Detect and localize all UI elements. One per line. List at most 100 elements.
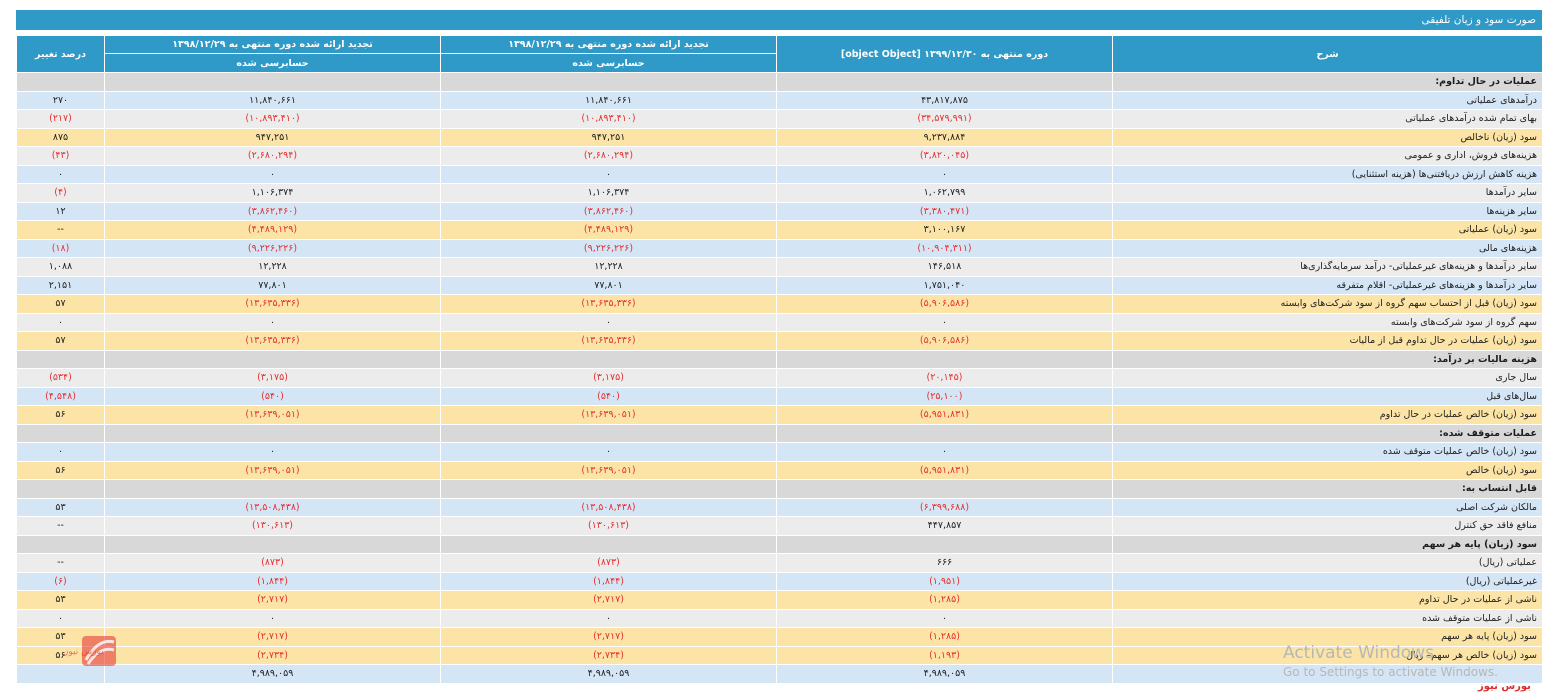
value-restated-2: (۳,۸۶۲,۴۶۰) [104, 201, 441, 221]
value-current: (۳,۳۸۰,۴۷۱) [776, 201, 1113, 221]
value-restated-1: ۱۲,۲۲۸ [440, 257, 777, 277]
cell-empty [104, 479, 441, 499]
value-change-percent: (۴,۵۴۸) [16, 386, 105, 406]
value-change-percent: -- [16, 553, 105, 573]
cell-empty [104, 349, 441, 369]
value-current: (۵,۹۰۶,۵۸۶) [776, 294, 1113, 314]
row-label: ناشی از عملیات در حال تداوم [1112, 590, 1543, 610]
value-restated-1: (۲,۷۳۴) [440, 645, 777, 665]
header-audited-2: حسابرسی شده [104, 53, 441, 73]
table-row: سایر درآمدها ۱,۰۶۲,۷۹۹ ۱,۱۰۶,۳۷۴ ۱,۱۰۶,۳۷۴(… [16, 183, 1543, 203]
value-change-percent [16, 664, 105, 684]
value-restated-1: (۱۳,۶۳۵,۳۳۶) [440, 331, 777, 351]
value-change-percent: (۵۳۴) [16, 368, 105, 388]
value-current: ۰ [776, 312, 1113, 332]
activate-title: Activate Windows [1283, 643, 1434, 663]
value-restated-2: (۱۳۰,۶۱۳) [104, 516, 441, 536]
header-row: شرح دوره منتهی به ۱۳۹۹/۱۲/۳۰ [object Obj… [16, 35, 1543, 73]
row-label: سود (زیان) خالص هر سهم– ریال [1112, 645, 1543, 665]
page-title: صورت سود و زیان تلفیقی [1421, 14, 1536, 26]
table-body: عملیات در حال تداوم: درآمدهای عملیاتی ۴۳,۸… [16, 72, 1543, 684]
value-current: (۵,۹۵۱,۸۳۱) [776, 460, 1113, 480]
table-row: سود (زیان) خالص عملیات در حال تداوم (۵,۹۵… [16, 405, 1543, 425]
value-restated-1: (۵۴۰) [440, 386, 777, 406]
value-restated-2: (۲,۷۱۷) [104, 627, 441, 647]
value-restated-2: (۱۳,۶۳۵,۳۳۶) [104, 331, 441, 351]
value-restated-2: (۵۴۰) [104, 386, 441, 406]
header-period-restated-1[interactable]: تجدید ارائه شده دوره منتهی به ۱۳۹۸/۱۲/۲۹ [440, 35, 777, 54]
cell-empty [16, 479, 105, 499]
value-current: (۲۰,۱۴۵) [776, 368, 1113, 388]
row-label: هزینه کاهش ارزش دریافتنی‌ها (هزینه استثن… [1112, 164, 1543, 184]
value-restated-1: ۴,۹۸۹,۰۵۹ [440, 664, 777, 684]
bourse-news-logo-icon: بورس نیوز [63, 636, 116, 666]
cell-empty [16, 534, 105, 554]
value-current: ۰ [776, 442, 1113, 462]
value-change-percent: -- [16, 220, 105, 240]
value-restated-1: (۱۳,۵۰۸,۴۳۸) [440, 497, 777, 517]
value-current: ۱,۷۵۱,۰۴۰ [776, 275, 1113, 295]
value-change-percent: (۴۳) [16, 146, 105, 166]
value-restated-2: (۲,۷۳۴) [104, 645, 441, 665]
value-current: ۰ [776, 608, 1113, 628]
row-label: سود (زیان) خالص عملیات متوقف شده [1112, 442, 1543, 462]
row-label: غیرعملیاتی (ریال) [1112, 571, 1543, 591]
value-change-percent: ۰ [16, 442, 105, 462]
value-restated-2: ۷۷,۸۰۱ [104, 275, 441, 295]
row-label: سود (زیان) قبل از احتساب سهم گروه از سود… [1112, 294, 1543, 314]
value-current: ۱۴۶,۵۱۸ [776, 257, 1113, 277]
value-restated-1: (۸۷۳) [440, 553, 777, 573]
row-label: سال جاری [1112, 368, 1543, 388]
table-row: منافع فاقد حق کنترل ۴۴۷,۸۵۷ (۱۳۰,۶۱۳) (۱۳۰,… [16, 516, 1543, 536]
section-label: سود (زیان) پایه هر سهم [1112, 534, 1543, 554]
value-restated-1: (۳,۸۶۲,۴۶۰) [440, 201, 777, 221]
value-change-percent: -- [16, 516, 105, 536]
value-restated-1: ۰ [440, 442, 777, 462]
value-change-percent: ۵۶ [16, 460, 105, 480]
value-restated-1: ۷۷,۸۰۱ [440, 275, 777, 295]
row-label: هزینه‌های فروش، اداری و عمومی [1112, 146, 1543, 166]
value-restated-1: (۹,۲۲۶,۲۲۶) [440, 238, 777, 258]
row-label: سایر درآمدها و هزینه‌های غیرعملیاتی- درآ… [1112, 257, 1543, 277]
value-restated-2: (۹,۲۲۶,۲۲۶) [104, 238, 441, 258]
value-restated-1: (۱,۸۴۴) [440, 571, 777, 591]
value-restated-2: (۱۳,۵۰۸,۴۳۸) [104, 497, 441, 517]
row-label: هزینه‌های مالی [1112, 238, 1543, 258]
value-current: (۳۴,۵۷۹,۹۹۱) [776, 109, 1113, 129]
value-current: (۵,۹۰۶,۵۸۶) [776, 331, 1113, 351]
cell-empty [776, 423, 1113, 443]
row-label: مالکان شرکت اصلی [1112, 497, 1543, 517]
table-row: درآمدهای عملیاتی ۴۳,۸۱۷,۸۷۵ ۱۱,۸۴۰,۶۶۱ ۱۱,۸… [16, 90, 1543, 110]
cell-empty [104, 534, 441, 554]
header-change-percent[interactable]: درصد تغییر [16, 35, 105, 73]
table-row: سال جاری (۲۰,۱۴۵) (۳,۱۷۵) (۳,۱۷۵) (۵۳۴) [16, 368, 1543, 388]
value-restated-1: (۳,۱۷۵) [440, 368, 777, 388]
value-restated-2: ۰ [104, 442, 441, 462]
table-row: سود (زیان) خالص عملیات متوقف شده ۰ ۰ ۰ ۰ [16, 442, 1543, 462]
value-restated-1: ۹۴۷,۲۵۱ [440, 127, 777, 147]
section-row: عملیات در حال تداوم: [16, 72, 1543, 92]
section-row: عملیات متوقف شده: [16, 423, 1543, 443]
table-row: سایر هزینه‌ها (۳,۳۸۰,۴۷۱) (۳,۸۶۲,۴۶۰) (۳,۸۶… [16, 201, 1543, 221]
row-label: سایر درآمدها [1112, 183, 1543, 203]
value-change-percent: ۰ [16, 164, 105, 184]
value-restated-2: ۰ [104, 312, 441, 332]
value-current: (۱,۹۵۱) [776, 571, 1113, 591]
value-restated-1: ۱,۱۰۶,۳۷۴ [440, 183, 777, 203]
value-current: ۳,۱۰۰,۱۶۷ [776, 220, 1113, 240]
value-change-percent: ۲۷۰ [16, 90, 105, 110]
value-restated-1: (۲,۷۱۷) [440, 627, 777, 647]
cell-empty [440, 349, 777, 369]
table-row: سود (زیان) عملیات در حال تداوم قبل از ما… [16, 331, 1543, 351]
header-desc[interactable]: شرح [1112, 35, 1543, 73]
brand-footer-text: بورس نیوز [1478, 681, 1531, 692]
value-current: ۴۴۷,۸۵۷ [776, 516, 1113, 536]
value-restated-2: ۹۴۷,۲۵۱ [104, 127, 441, 147]
value-change-percent: (۲۱۷) [16, 109, 105, 129]
row-label: سال‌های قبل [1112, 386, 1543, 406]
header-period-restated-2[interactable]: تجدید ارائه شده دوره منتهی به ۱۳۹۸/۱۲/۲۹ [104, 35, 441, 54]
section-row: هزینه مالیات بر درآمد: [16, 349, 1543, 369]
header-period-current[interactable]: دوره منتهی به ۱۳۹۹/۱۲/۳۰ [object Object] [776, 35, 1113, 73]
value-restated-2: (۳,۱۷۵) [104, 368, 441, 388]
value-current: ۱,۰۶۲,۷۹۹ [776, 183, 1113, 203]
